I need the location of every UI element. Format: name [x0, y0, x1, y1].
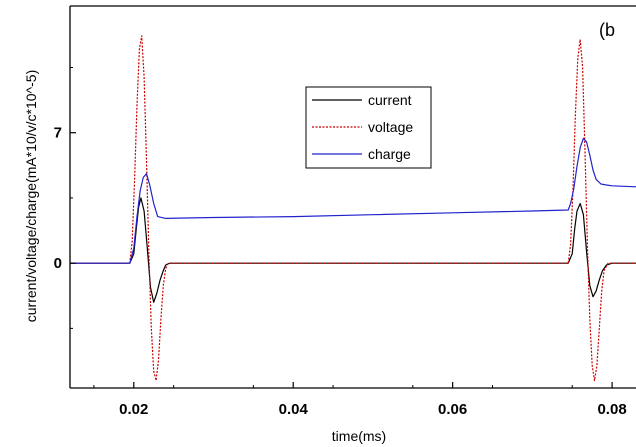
x-tick-label: 0.06 [438, 401, 467, 418]
series-layer [70, 35, 636, 382]
legend: current voltage charge [305, 86, 432, 169]
panel-label: (b [599, 20, 615, 40]
legend-label-charge: charge [368, 146, 411, 162]
series-line-current [70, 197, 636, 303]
legend-label-current: current [368, 92, 412, 108]
y-axis: 07 [54, 66, 76, 329]
x-axis: 0.02 0.04 0.06 0.08 [93, 382, 627, 418]
series-line-voltage [70, 35, 636, 382]
y-tick-label: 7 [54, 125, 62, 142]
legend-label-voltage: voltage [368, 119, 413, 135]
y-tick-label: 0 [54, 255, 62, 272]
x-tick-label: 0.08 [597, 401, 626, 418]
y-axis-title: current/voltage/charge(mA*10/v/c*10^-5) [23, 70, 39, 322]
x-axis-title: time(ms) [332, 428, 386, 444]
x-tick-label: 0.04 [279, 401, 309, 418]
plot-frame [69, 5, 636, 389]
x-tick-label: 0.02 [119, 401, 148, 418]
series-line-charge [70, 137, 636, 264]
